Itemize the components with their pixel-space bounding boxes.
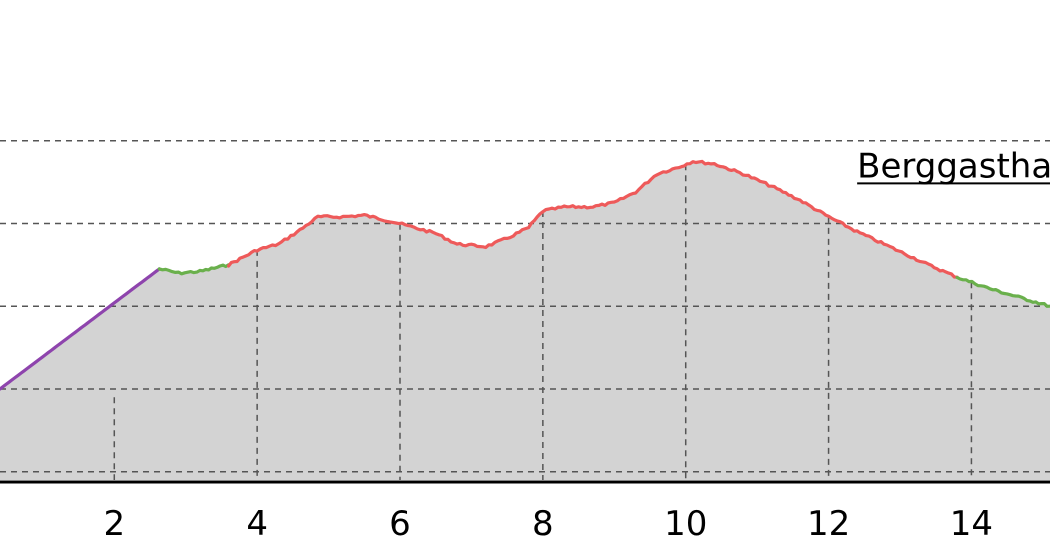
x-tick-label: 8 [532,504,554,544]
x-tick-label: 14 [950,504,993,544]
series-layer [0,159,1050,391]
x-tick-label: 2 [103,504,125,544]
series-line [227,159,959,279]
area-fill-layer [0,161,1050,480]
x-tick-label: 6 [389,504,411,544]
grid-layer [0,139,1050,480]
series-line [0,267,161,391]
x-axis: 2 4 6 8 10 12 14 [0,480,1050,544]
x-tick-label: 10 [664,504,707,544]
series-line [157,263,231,276]
x-tick-label: 4 [246,504,268,544]
place-annotation: Berggastha [857,146,1050,186]
annotation-layer: Berggastha [857,146,1050,186]
series-line [955,275,1050,308]
x-tick-label: 12 [807,504,850,544]
elevation-area [0,161,1050,480]
